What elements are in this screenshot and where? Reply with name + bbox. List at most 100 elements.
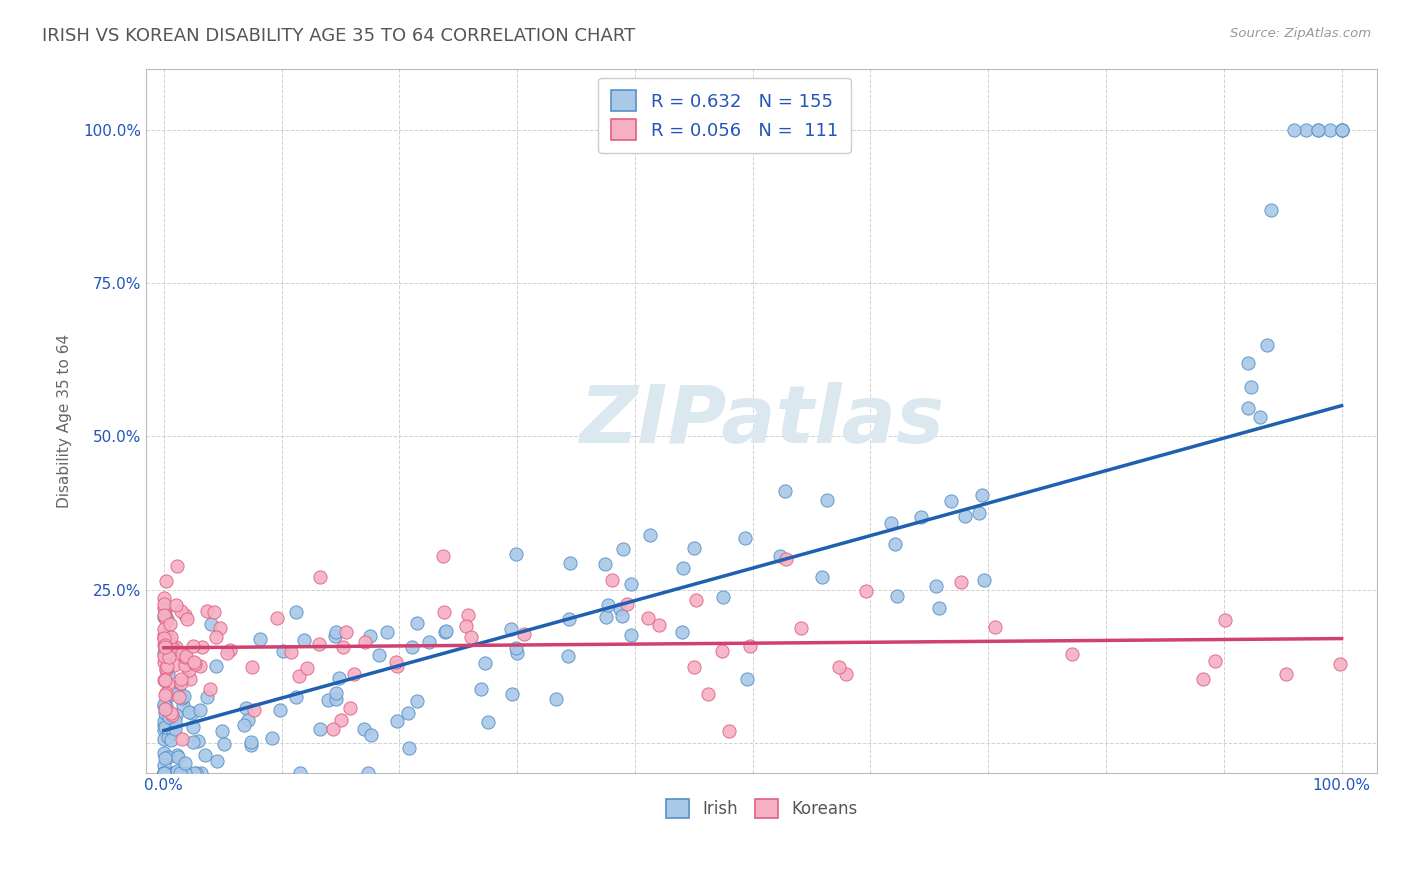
Text: Source: ZipAtlas.com: Source: ZipAtlas.com (1230, 27, 1371, 40)
Point (308, 570, 330, 584)
Point (454, 619, 477, 633)
Point (157, 637, 180, 651)
Point (233, 717, 256, 731)
Point (950, 574, 973, 589)
Point (401, 640, 423, 655)
Point (671, 625, 693, 640)
Point (273, 644, 295, 658)
Point (155, 574, 177, 588)
Point (474, 656, 496, 670)
Point (879, 516, 901, 531)
Point (325, 692, 347, 706)
Point (1213, 613, 1236, 627)
Point (432, 549, 454, 563)
Point (160, 640, 183, 654)
Point (612, 609, 634, 624)
Point (292, 632, 315, 647)
Point (166, 559, 188, 574)
Point (198, 681, 221, 696)
Point (309, 722, 332, 736)
Point (236, 713, 259, 727)
Point (155, 661, 177, 675)
Point (557, 648, 579, 663)
Point (156, 730, 179, 744)
Point (179, 672, 201, 686)
Point (157, 750, 180, 764)
Point (672, 561, 695, 575)
Point (187, 734, 209, 748)
Point (1240, 380, 1263, 394)
Point (775, 552, 797, 566)
Point (1249, 410, 1271, 425)
Point (183, 766, 205, 780)
Point (1319, 123, 1341, 137)
Point (240, 735, 263, 749)
Point (637, 611, 659, 625)
Point (685, 592, 707, 607)
Point (406, 615, 429, 630)
Point (385, 655, 408, 669)
Point (1330, 123, 1353, 137)
Point (170, 646, 193, 660)
Point (163, 641, 186, 656)
Point (501, 688, 523, 702)
Point (153, 758, 176, 772)
Point (153, 639, 176, 653)
Point (353, 722, 375, 736)
Point (183, 655, 205, 669)
Point (506, 646, 529, 660)
Point (153, 746, 176, 760)
Point (153, 655, 176, 669)
Point (316, 693, 339, 707)
Point (1284, 123, 1306, 137)
Point (1237, 401, 1260, 416)
Point (470, 682, 492, 697)
Text: ZIPatlas: ZIPatlas (579, 382, 943, 460)
Point (153, 766, 176, 780)
Point (810, 570, 832, 584)
Point (1306, 123, 1329, 137)
Point (884, 537, 907, 551)
Point (242, 703, 264, 717)
Point (153, 639, 176, 653)
Point (172, 698, 194, 713)
Point (163, 766, 186, 780)
Point (190, 766, 212, 780)
Point (505, 641, 527, 656)
Point (285, 690, 308, 704)
Point (165, 686, 187, 700)
Point (174, 766, 197, 780)
Point (170, 672, 193, 686)
Point (266, 610, 288, 624)
Point (1236, 356, 1258, 370)
Point (734, 532, 756, 546)
Point (910, 510, 932, 524)
Point (153, 607, 176, 622)
Point (683, 541, 706, 556)
Point (593, 558, 616, 572)
Point (156, 716, 179, 731)
Point (170, 676, 193, 690)
Point (157, 709, 180, 723)
Point (156, 631, 179, 645)
Point (457, 608, 479, 623)
Point (505, 547, 527, 561)
Point (165, 722, 187, 736)
Point (181, 720, 204, 734)
Point (208, 621, 231, 635)
Point (155, 698, 177, 713)
Point (325, 625, 347, 640)
Point (167, 750, 190, 764)
Text: IRISH VS KOREAN DISABILITY AGE 35 TO 64 CORRELATION CHART: IRISH VS KOREAN DISABILITY AGE 35 TO 64 … (42, 27, 636, 45)
Point (169, 766, 191, 780)
Point (558, 556, 581, 570)
Point (828, 660, 851, 674)
Point (711, 644, 734, 658)
Point (815, 492, 838, 507)
Point (165, 598, 187, 612)
Point (769, 549, 792, 563)
Point (156, 666, 179, 681)
Point (157, 640, 180, 655)
Point (159, 649, 181, 664)
Point (609, 601, 631, 615)
